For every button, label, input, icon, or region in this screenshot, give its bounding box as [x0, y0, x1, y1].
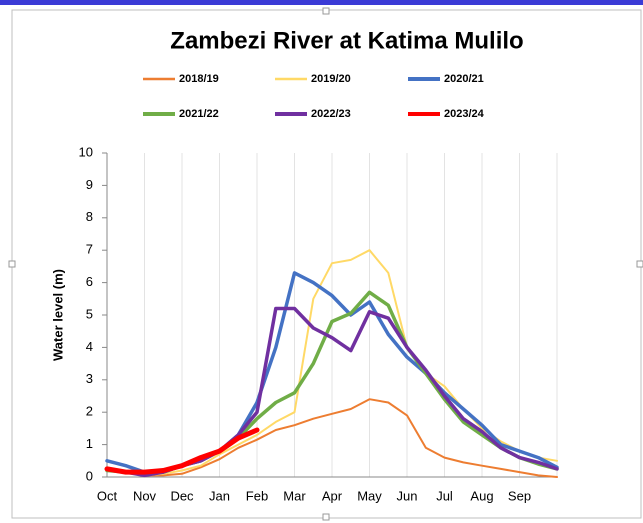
series-line: [106, 398, 558, 478]
series-line: [106, 249, 558, 477]
x-tick-label: Dec: [170, 488, 194, 503]
x-tick-label: Jun: [397, 488, 418, 503]
y-tick-label: 6: [86, 274, 93, 289]
legend-label: 2023/24: [444, 108, 485, 120]
x-tick-label: May: [357, 488, 382, 503]
legend-label: 2018/19: [179, 73, 219, 85]
y-tick-label: 5: [86, 306, 93, 321]
chart-title: Zambezi River at Katima Mulilo: [170, 27, 523, 54]
x-tick-label: Oct: [97, 488, 118, 503]
y-tick-label: 1: [86, 436, 93, 451]
handle: [322, 7, 330, 15]
handle: [636, 260, 643, 268]
x-tick-label: Aug: [470, 488, 493, 503]
handle: [322, 513, 330, 521]
handle: [8, 260, 16, 268]
x-tick-label: Feb: [246, 488, 268, 503]
y-tick-label: 0: [86, 468, 93, 483]
y-axis-label: Water level (m): [50, 269, 65, 361]
x-tick-label: Jan: [209, 488, 230, 503]
x-tick-label: Sep: [508, 488, 531, 503]
y-tick-label: 4: [86, 339, 93, 354]
legend-label: 2020/21: [444, 73, 484, 85]
x-tick-label: Nov: [133, 488, 157, 503]
y-tick-label: 7: [86, 242, 93, 257]
x-tick-label: Apr: [322, 488, 343, 503]
y-tick-label: 10: [79, 144, 93, 159]
y-tick-label: 3: [86, 371, 93, 386]
window-edge: [0, 0, 643, 5]
x-tick-label: Mar: [283, 488, 306, 503]
y-tick-label: 9: [86, 177, 93, 192]
legend-label: 2022/23: [311, 108, 351, 120]
legend-label: 2021/22: [179, 108, 219, 120]
series-line: [104, 427, 260, 475]
legend-label: 2019/20: [311, 73, 351, 85]
x-tick-label: Jul: [436, 488, 453, 503]
y-tick-label: 2: [86, 404, 93, 419]
y-tick-label: 8: [86, 209, 93, 224]
